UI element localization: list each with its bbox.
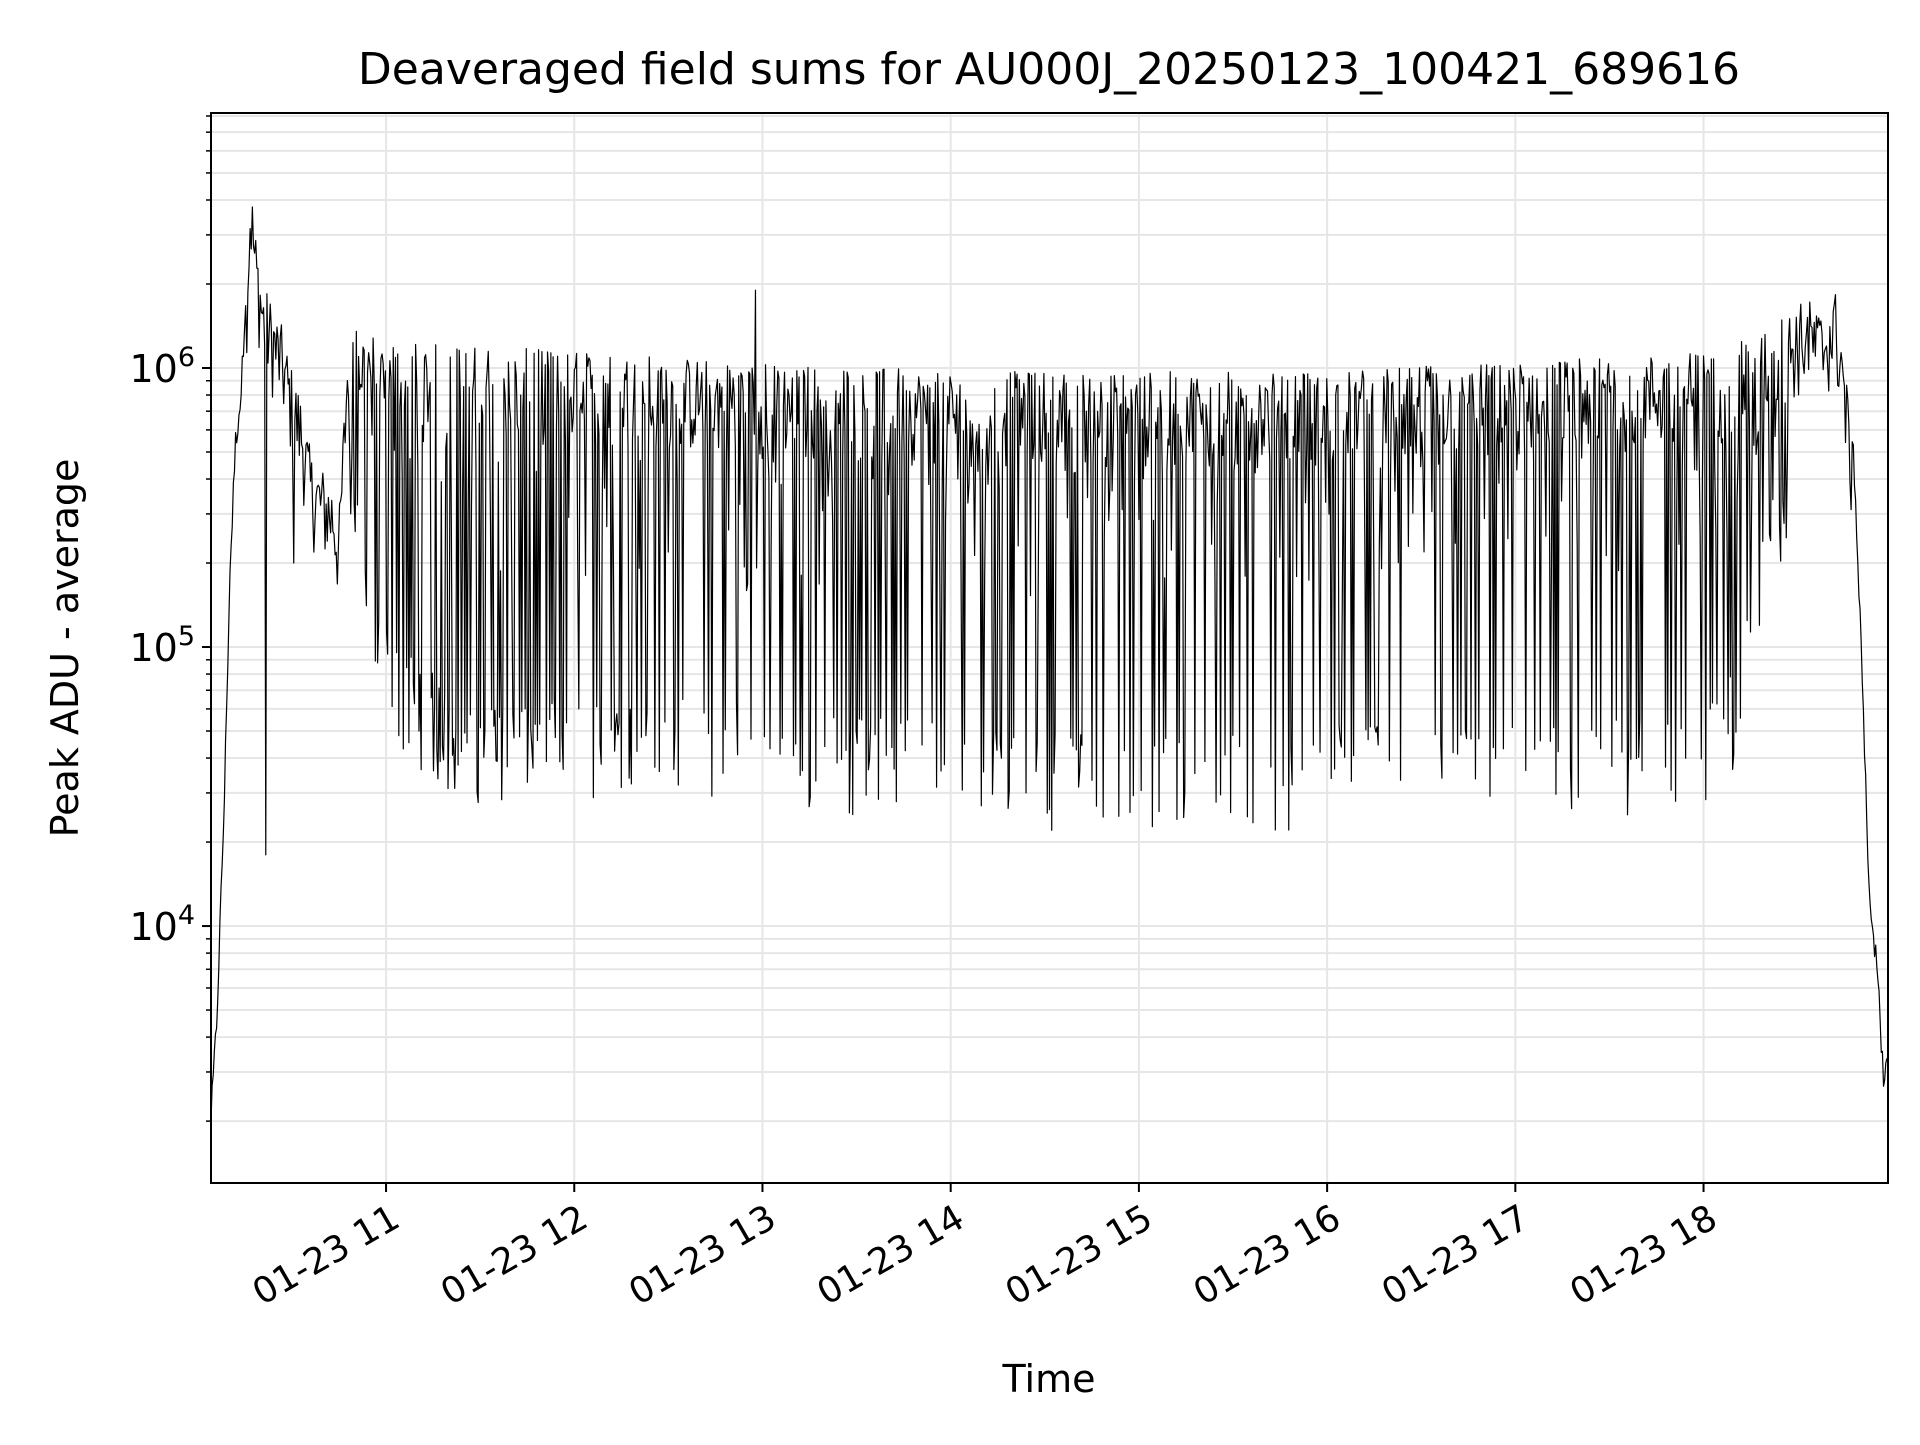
data-layer	[210, 206, 1889, 1123]
y-tick-label: 104	[129, 900, 195, 949]
series-line	[210, 206, 1889, 1123]
y-axis-label: Peak ADU - average	[43, 459, 87, 838]
y-tick-label: 106	[129, 342, 195, 391]
chart-title: Deaveraged field sums for AU000J_2025012…	[358, 44, 1740, 95]
y-tick-label: 105	[129, 621, 195, 670]
x-axis-label: Time	[1002, 1357, 1096, 1401]
